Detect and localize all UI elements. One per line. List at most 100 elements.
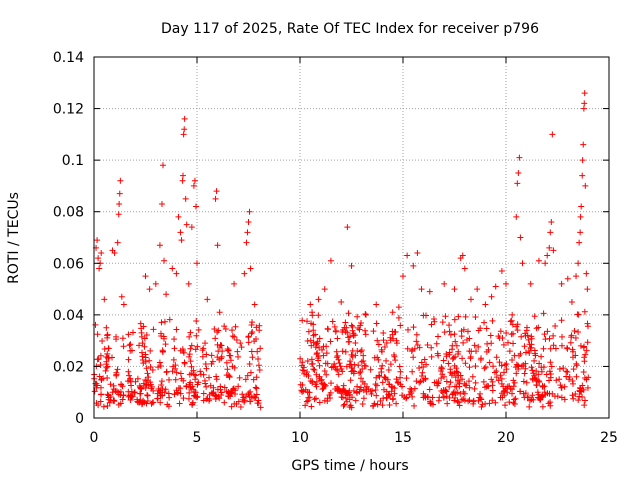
data-point: [350, 387, 357, 394]
data-point: [533, 376, 540, 383]
data-point: [529, 392, 536, 399]
data-point: [416, 365, 423, 372]
data-point: [340, 387, 347, 394]
data-point: [327, 338, 334, 345]
data-point: [120, 392, 127, 398]
data-point: [461, 265, 468, 272]
data-point: [335, 371, 342, 378]
data-point: [224, 366, 231, 373]
data-point: [177, 385, 184, 392]
data-point: [348, 364, 355, 371]
data-point: [383, 339, 390, 346]
data-point: [224, 347, 231, 354]
data-point: [582, 182, 589, 189]
chart-title: Day 117 of 2025, Rate Of TEC Index for r…: [161, 21, 539, 37]
data-point: [112, 388, 119, 395]
data-point: [371, 354, 378, 361]
data-point: [387, 392, 394, 399]
data-point: [357, 348, 364, 355]
data-point: [516, 154, 523, 161]
data-point: [206, 374, 213, 381]
data-point: [577, 213, 584, 220]
x-tick-label: 20: [497, 430, 515, 446]
data-point: [315, 296, 322, 303]
data-point: [212, 391, 219, 398]
data-point: [558, 317, 565, 324]
data-point: [472, 379, 479, 386]
data-point: [525, 336, 532, 343]
data-point: [169, 265, 176, 272]
data-point: [158, 381, 165, 388]
data-point: [304, 318, 311, 325]
data-point: [304, 337, 311, 344]
data-point: [105, 345, 112, 352]
data-point: [459, 355, 466, 362]
data-point: [156, 359, 163, 366]
data-point: [347, 358, 354, 365]
data-point: [191, 177, 198, 184]
data-point: [537, 396, 544, 403]
data-point: [498, 268, 505, 275]
data-point: [515, 365, 522, 372]
data-point: [188, 370, 195, 377]
data-point: [256, 367, 263, 374]
data-point: [410, 354, 417, 361]
data-point: [466, 384, 473, 391]
data-point: [413, 338, 420, 345]
data-point: [157, 399, 164, 406]
data-point: [142, 384, 149, 391]
data-point: [515, 170, 522, 177]
data-point: [517, 234, 524, 241]
data-point: [435, 352, 442, 359]
data-point: [520, 378, 527, 385]
data-point: [572, 391, 579, 398]
data-point: [488, 340, 495, 347]
data-point: [457, 390, 464, 397]
data-point: [126, 342, 133, 349]
data-point: [199, 353, 206, 360]
data-point: [213, 376, 220, 383]
data-point: [473, 348, 480, 355]
data-point: [356, 326, 363, 333]
data-point: [345, 389, 352, 396]
data-point: [527, 280, 534, 287]
data-point: [505, 339, 512, 346]
data-point: [403, 375, 410, 382]
data-point: [325, 326, 332, 333]
data-point: [556, 366, 563, 373]
data-point: [576, 239, 583, 246]
data-point: [144, 377, 151, 384]
data-point: [96, 373, 103, 380]
data-point: [383, 357, 390, 364]
data-point: [561, 383, 568, 390]
data-point: [426, 288, 433, 295]
data-point: [453, 368, 460, 375]
x-axis-label: GPS time / hours: [291, 458, 408, 474]
data-point: [360, 358, 367, 365]
data-point: [380, 337, 387, 344]
data-point: [165, 390, 172, 397]
data-point: [203, 365, 210, 372]
data-point: [305, 397, 312, 404]
data-point: [200, 345, 207, 352]
data-point: [181, 115, 188, 122]
data-point: [98, 249, 105, 256]
data-point: [127, 397, 134, 404]
data-point: [414, 342, 421, 349]
data-point: [331, 323, 338, 330]
data-point: [459, 376, 466, 383]
data-point: [556, 376, 563, 383]
data-point: [146, 286, 153, 293]
data-point: [357, 319, 364, 326]
data-point: [175, 213, 182, 220]
y-tick-label: 0.14: [53, 50, 84, 66]
data-point: [580, 141, 587, 148]
y-tick-label: 0.04: [53, 308, 84, 324]
data-point: [254, 348, 261, 355]
data-point: [159, 385, 166, 392]
data-point: [539, 392, 546, 399]
data-point: [125, 388, 132, 395]
data-point: [233, 337, 240, 344]
data-point: [192, 203, 199, 210]
data-point: [410, 324, 417, 331]
